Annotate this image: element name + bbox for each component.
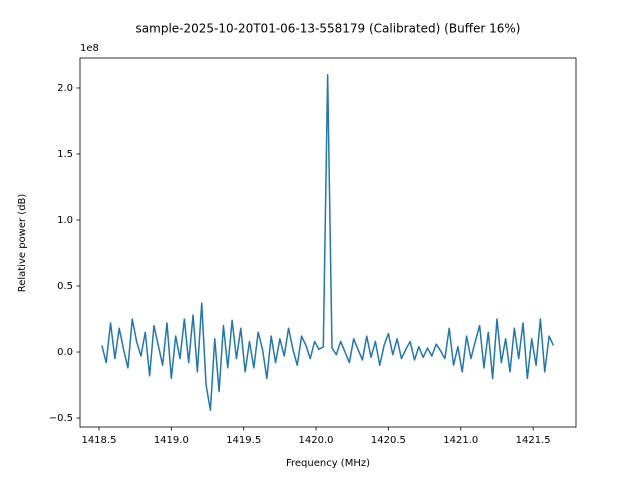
y-tick-label: 0.0 [57,347,73,358]
x-axis-label: Frequency (MHz) [286,458,370,469]
y-tick-label: 2.0 [57,83,73,94]
plot-frame [79,57,577,428]
x-tick-label: 1419.0 [154,435,189,446]
y-tick-label: 0.5 [57,281,73,292]
y-axis-label: Relative power (dB) [17,194,28,293]
y-tick-label: 1.0 [57,215,73,226]
chart-title: sample-2025-10-20T01-06-13-558179 (Calib… [136,22,521,36]
x-tick-label: 1420.0 [299,435,334,446]
x-tick-label: 1421.0 [443,435,478,446]
x-tick-label: 1418.5 [81,435,116,446]
y-tick-label: 1.5 [57,149,73,160]
y-tick-label: −0.5 [49,413,73,424]
x-tick-label: 1420.5 [371,435,406,446]
data-line [101,74,555,411]
x-tick-label: 1421.5 [516,435,551,446]
y-offset-label: 1e8 [80,43,99,54]
x-tick-label: 1419.5 [226,435,261,446]
